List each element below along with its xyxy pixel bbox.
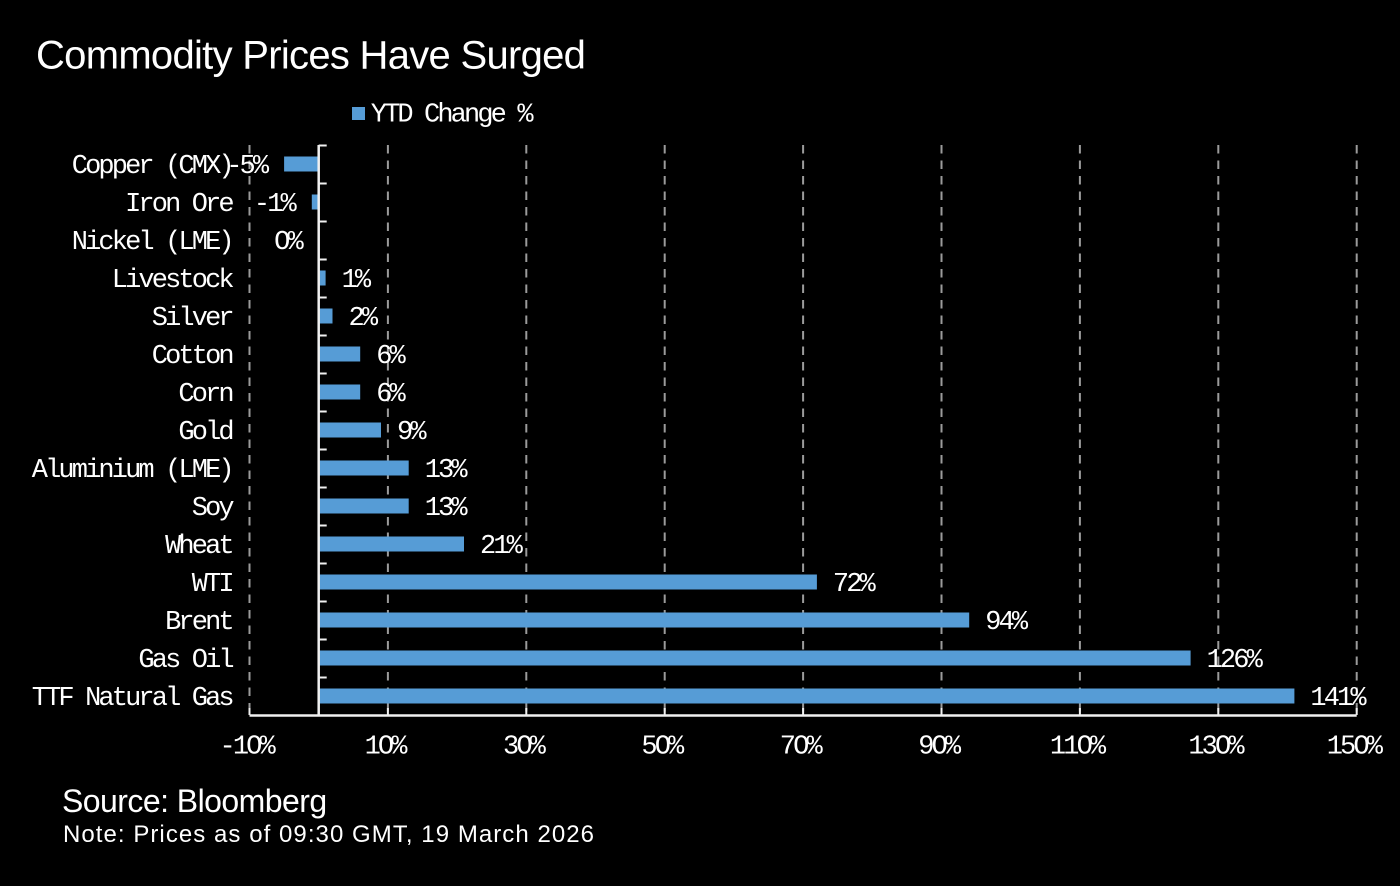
svg-text:13%: 13% — [425, 456, 469, 486]
svg-text:Iron Ore: Iron Ore — [125, 190, 233, 220]
svg-text:21%: 21% — [480, 532, 524, 562]
svg-text:9O%: 9O% — [918, 733, 962, 763]
svg-text:-1O%: -1O% — [220, 733, 277, 763]
svg-text:Copper (CMX): Copper (CMX) — [72, 152, 232, 182]
svg-text:Gold: Gold — [178, 418, 232, 448]
svg-text:Gas Oil: Gas Oil — [138, 646, 233, 676]
svg-text:72%: 72% — [833, 570, 877, 600]
svg-text:5O%: 5O% — [641, 733, 685, 763]
svg-text:9%: 9% — [397, 418, 427, 448]
svg-text:2%: 2% — [349, 304, 379, 334]
svg-text:1%: 1% — [342, 266, 372, 296]
svg-text:Corn: Corn — [178, 380, 232, 410]
svg-text:Source: Bloomberg: Source: Bloomberg — [62, 783, 327, 819]
svg-text:Cotton: Cotton — [152, 342, 233, 372]
svg-text:O%: O% — [274, 228, 304, 258]
svg-text:11O%: 11O% — [1050, 733, 1107, 763]
svg-text:141%: 141% — [1310, 684, 1367, 714]
svg-text:Commodity Prices Have Surged: Commodity Prices Have Surged — [36, 34, 585, 78]
svg-text:Brent: Brent — [165, 608, 232, 638]
svg-text:13%: 13% — [425, 494, 469, 524]
svg-text:7O%: 7O% — [780, 733, 824, 763]
svg-text:-1%: -1% — [254, 190, 298, 220]
svg-text:TTF Natural Gas: TTF Natural Gas — [32, 684, 233, 714]
svg-text:15O%: 15O% — [1327, 733, 1384, 763]
svg-text:Livestock: Livestock — [112, 266, 234, 296]
svg-text:Soy: Soy — [192, 494, 235, 524]
svg-text:Nickel (LME): Nickel (LME) — [72, 228, 232, 258]
svg-text:6%: 6% — [376, 342, 406, 372]
svg-text:13O%: 13O% — [1188, 733, 1245, 763]
svg-text:94%: 94% — [985, 608, 1029, 638]
svg-text:1O%: 1O% — [365, 733, 409, 763]
svg-text:Aluminium (LME): Aluminium (LME) — [32, 456, 232, 486]
svg-text:YTD Change %: YTD Change % — [371, 101, 535, 131]
svg-text:Note: Prices as of 09:30 GMT,: Note: Prices as of 09:30 GMT, 19 March 2… — [63, 821, 595, 848]
svg-text:3O%: 3O% — [503, 733, 547, 763]
svg-text:6%: 6% — [376, 380, 406, 410]
svg-text:Wheat: Wheat — [165, 532, 232, 562]
svg-text:126%: 126% — [1207, 646, 1264, 676]
svg-text:-5%: -5% — [226, 152, 270, 182]
svg-text:WTI: WTI — [192, 570, 233, 600]
svg-text:Silver: Silver — [152, 304, 233, 334]
